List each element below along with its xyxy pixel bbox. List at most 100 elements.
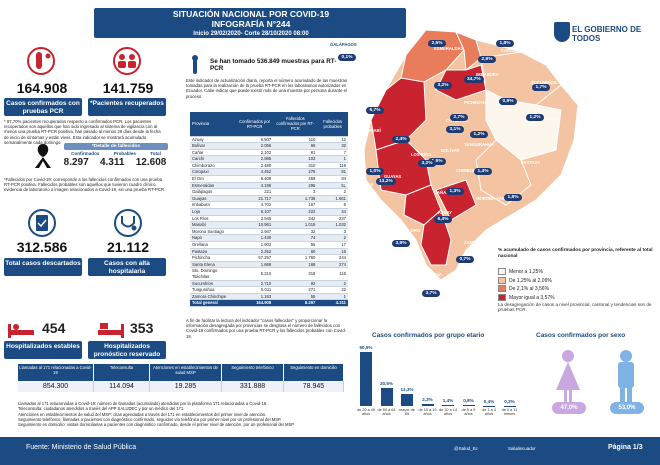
age-bar-label: 60,5%: [359, 345, 373, 350]
table-cell: Sucumbíos: [190, 280, 236, 288]
table-cell: Orellana: [190, 241, 236, 249]
legend-swatch: [498, 293, 506, 301]
summary-header: Teleconsulta: [94, 364, 150, 381]
map-percent-bubble: 1,7%: [532, 84, 550, 91]
map-label: ZAMORA CHINCHIPE: [464, 240, 507, 245]
deaths-header-total: Total: [150, 151, 161, 156]
table-cell: 319: [273, 267, 318, 281]
page-number: Página 1/3: [608, 444, 643, 451]
table-cell: 244: [317, 254, 348, 262]
twitter-handle: @Salud_Ec: [454, 446, 478, 451]
deaths-headers: Confirmados Probables Total: [64, 151, 168, 156]
table-cell: 3: [273, 188, 318, 196]
table-cell: 168: [273, 261, 318, 269]
discarded-label: Total casos descartados: [4, 258, 82, 276]
table-row: Los Ríos 3.945 342 237: [190, 215, 348, 223]
map-percent-bubble: 2,7%: [450, 114, 468, 121]
table-header-deaths-probable: Fallecidos probables: [317, 112, 348, 137]
hospital-bed-critical-icon: [96, 320, 126, 340]
age-bar-label: 13,3%: [400, 387, 414, 393]
table-cell: 74: [273, 234, 318, 242]
province-table: Provincia Confirmados por RT-PCR Falleci…: [190, 112, 348, 307]
table-row: Pichincha 57.257 1.760 244: [190, 254, 348, 262]
recovered-value: 141.759: [102, 80, 154, 96]
deaths-confirmed-value: 8.297: [63, 157, 89, 168]
table-cell: 2.252: [236, 248, 274, 256]
summary-value: 19.285: [150, 381, 222, 392]
map-percent-bubble: 0,7%: [456, 256, 474, 263]
map-label: PICHINCHA: [464, 100, 488, 105]
table-row: Loja 6.107 222 44: [190, 208, 348, 216]
table-cell: 1.430: [236, 234, 274, 242]
map-percent-bubble: 1,8%: [496, 40, 514, 47]
legend-swatch: [498, 285, 506, 293]
table-row: Sto. Domingo Tsáchilas 5.210 319 116: [190, 267, 348, 281]
map-percent-bubble: 6,4%: [434, 216, 452, 223]
deaths-header-confirmed: Confirmados: [71, 151, 100, 156]
footer: [0, 437, 660, 465]
table-cell: 310: [273, 162, 318, 170]
legend-swatch: [498, 276, 506, 284]
table-cell: 1.669: [236, 261, 274, 269]
title-banner: [94, 8, 406, 38]
deaths-total-value: 12.608: [135, 157, 167, 168]
age-bar-label: 20,5%: [379, 380, 394, 386]
title-block: SITUACIÓN NACIONAL POR COVID-19 INFOGRAF…: [96, 9, 406, 39]
table-row: Azuay 6.507 110 12: [190, 136, 348, 144]
table-cell: Galápagos: [190, 188, 236, 196]
table-row: Tungurahua 5.011 271 22: [190, 286, 348, 294]
summary-value: 331.888: [222, 381, 284, 392]
sex-chart: [540, 344, 656, 424]
table-cell: 55: [273, 241, 318, 249]
table-cell: Pichincha: [190, 254, 236, 262]
map-label: PASTAZA: [521, 160, 541, 165]
table-row: Cañar 2.102 81 7: [190, 149, 348, 157]
table-cell: Cotopaxi: [190, 168, 236, 177]
table-cell: 15: [317, 248, 348, 256]
table-cell: 116: [317, 267, 348, 281]
page-title: SITUACIÓN NACIONAL POR COVID-19: [172, 9, 330, 19]
clipboard-icon: [22, 208, 62, 238]
update-note: Este indicador de actualización diaria, …: [186, 78, 347, 99]
table-cell: 221: [236, 188, 274, 196]
map-percent-bubble: 1,2%: [526, 114, 544, 121]
summary-value: 114.094: [94, 381, 150, 392]
table-cell: 342: [273, 215, 318, 223]
recovered-note: * 87,70% pacientes recuperados respecto …: [4, 119, 161, 145]
table-cell: Pastaza: [190, 248, 236, 256]
legend-item: Mayor igual a 3,57%: [498, 293, 638, 303]
summary-header: Seguimiento en domicilio: [284, 364, 344, 381]
cutoff-date: Inicio 29/02/2020- Corte 28/10/2020 08:0…: [193, 31, 309, 37]
sex-chart-title: Casos confirmados por sexo: [536, 332, 626, 339]
table-cell: Esmeraldas: [190, 182, 236, 190]
table-cell: Guayas: [190, 195, 236, 203]
table-cell: 3: [317, 228, 348, 236]
table-row: Esmeraldas 4.195 295 51: [190, 182, 348, 190]
table-cell: 81: [273, 149, 318, 157]
table-cell: 1.015: [273, 221, 318, 229]
table-cell: 4.702: [236, 201, 274, 210]
table-cell: 2: [317, 188, 348, 196]
table-cell: 459: [273, 175, 318, 183]
table-row: Bolívar 2.056 66 32: [190, 142, 348, 150]
map-label: GUAYAS: [384, 174, 402, 179]
table-cell: 110: [273, 136, 318, 144]
table-cell: 66: [273, 142, 318, 150]
recovered-label: *Pacientes recuperados: [88, 98, 166, 116]
table-cell: Los Ríos: [190, 215, 236, 223]
bullet-item: Seguimiento en domicilio: visitas domici…: [18, 422, 295, 428]
table-row: Napo 1.430 74 2: [190, 234, 348, 242]
confirmed-value: 164.908: [16, 80, 68, 96]
hospital-bed-icon: [6, 320, 36, 340]
age-chart-title: Casos confirmados por grupo etario: [372, 332, 485, 339]
age-bar-label: 0,3%: [504, 398, 515, 404]
table-cell: Bolívar: [190, 142, 236, 150]
table-cell: 167: [273, 201, 318, 210]
table-note: A fin de facilitar la lectura del indica…: [186, 318, 347, 339]
map-percent-bubble: 3,1%: [446, 126, 464, 133]
map-percent-bubble: 6,7%: [366, 107, 384, 114]
map-percent-bubble: 34,7%: [464, 76, 484, 83]
facebook-handle: Saludecuador: [508, 446, 536, 451]
table-cell: 57.257: [236, 254, 274, 262]
map-percent-bubble: 3,2%: [418, 160, 436, 167]
